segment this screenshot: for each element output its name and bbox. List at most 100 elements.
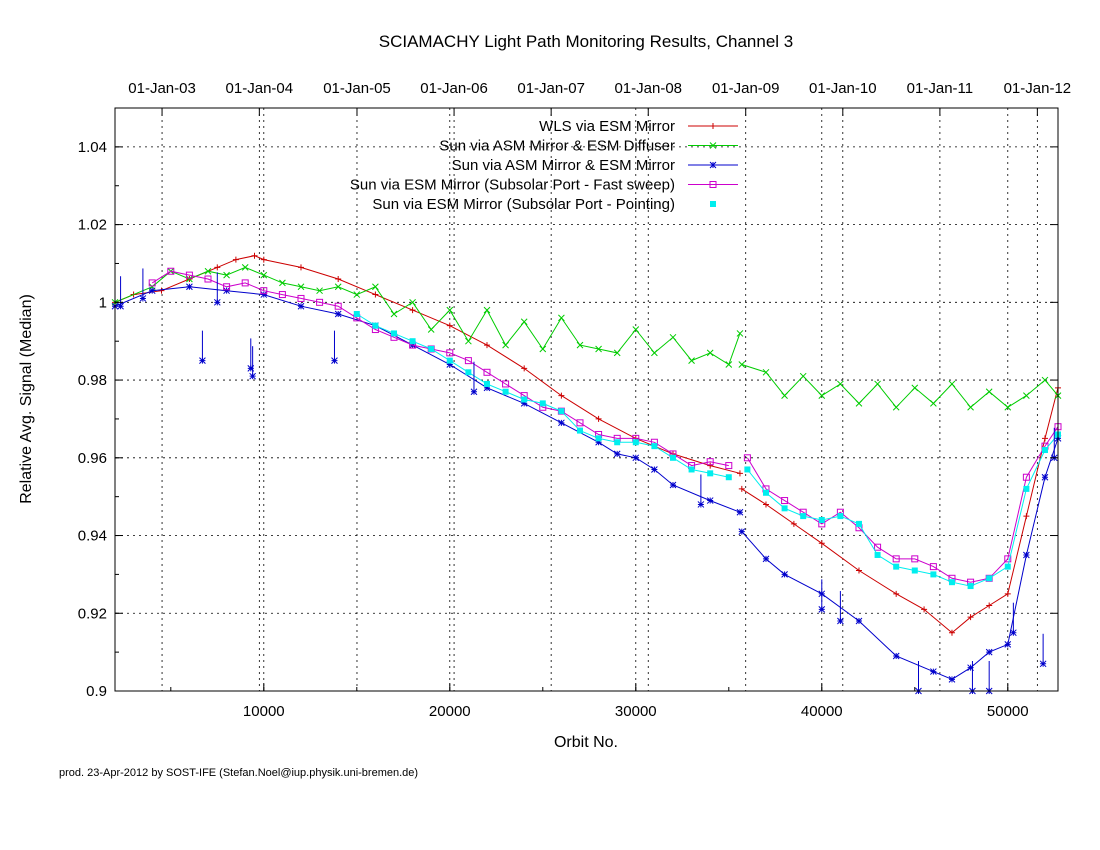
data-point: [223, 271, 230, 279]
series-line: [114, 286, 1059, 680]
data-point: [576, 341, 584, 349]
data-point: [334, 310, 342, 318]
data-point: [185, 271, 193, 279]
series-sun-via-esm-mirror-subsolar-port-pointing: [353, 310, 1061, 590]
data-point: [251, 252, 258, 259]
legend-marker: [709, 181, 717, 188]
legend-marker: [709, 161, 717, 169]
top-tick-label: 01-Jan-04: [226, 80, 294, 97]
spike-point: [139, 295, 147, 302]
data-point: [614, 439, 621, 446]
data-point: [148, 287, 156, 295]
data-point: [874, 380, 881, 388]
data-point: [892, 652, 900, 660]
data-point: [669, 333, 677, 341]
data-point: [278, 291, 286, 299]
data-point: [316, 287, 323, 295]
data-point: [521, 396, 528, 403]
top-tick-label: 01-Jan-06: [420, 80, 488, 97]
x-tick-label: 40000: [801, 703, 843, 720]
data-point: [409, 307, 416, 314]
data-point: [911, 567, 918, 574]
data-point: [985, 388, 993, 396]
legend: WLS via ESM Mirror Sun via ASM Mirror & E…: [350, 118, 738, 213]
data-point: [521, 365, 528, 372]
legend-marker: [710, 123, 716, 129]
data-point: [390, 310, 398, 318]
spike-point: [213, 298, 221, 306]
data-point: [688, 357, 695, 364]
data-point: [204, 267, 212, 275]
top-tick-label: 01-Jan-12: [1004, 80, 1072, 97]
spike-point: [818, 606, 826, 613]
data-point: [738, 361, 746, 368]
data-point: [483, 342, 490, 349]
y-tick-label: 1.04: [78, 139, 107, 156]
data-point: [632, 326, 640, 333]
data-point: [738, 528, 746, 536]
data-point: [409, 338, 416, 345]
data-point: [930, 571, 937, 578]
data-point: [1004, 555, 1012, 563]
data-point: [986, 575, 993, 582]
y-tick-label: 0.9: [86, 683, 107, 700]
data-point: [818, 516, 825, 523]
top-tick-label: 01-Jan-11: [907, 80, 973, 97]
data-point: [334, 302, 342, 310]
data-point: [818, 540, 825, 547]
data-point: [855, 617, 863, 625]
data-point: [520, 318, 528, 326]
data-point: [781, 505, 788, 512]
data-point: [967, 664, 974, 672]
data-point: [967, 583, 974, 590]
data-point: [316, 298, 324, 306]
data-point: [651, 443, 658, 450]
data-point: [1004, 641, 1012, 648]
plot-frame: [114, 107, 1059, 692]
data-point: [613, 349, 621, 357]
data-point: [967, 403, 974, 411]
data-point: [725, 361, 733, 368]
data-point: [855, 400, 863, 407]
spike-point: [1010, 629, 1017, 637]
spike-point: [1039, 660, 1047, 668]
data-point: [1023, 513, 1030, 520]
data-point: [893, 563, 900, 570]
top-tick-label: 01-Jan-05: [323, 80, 391, 97]
data-point: [985, 648, 993, 656]
y-tick-label: 0.96: [78, 450, 107, 467]
data-point: [1004, 590, 1011, 597]
data-point: [502, 341, 509, 349]
data-point: [874, 543, 882, 551]
data-point: [1022, 473, 1030, 481]
data-point: [738, 485, 745, 492]
axes: 0.9 0.92 0.94 0.96 0.98 1 1.02 1.04 10000 20000 30…: [78, 80, 1071, 720]
spike-point: [837, 617, 844, 625]
data-point: [725, 462, 733, 470]
data-point: [241, 263, 249, 271]
data-point: [390, 330, 397, 337]
top-tick-label: 01-Jan-03: [128, 80, 196, 97]
data-point: [781, 497, 789, 505]
data-point: [736, 330, 744, 337]
data-point: [800, 513, 807, 520]
data-point: [855, 520, 862, 527]
data-point: [595, 435, 602, 442]
series-sun-via-asm-mirror-esm-mirror: [111, 283, 1062, 683]
series-line: [114, 255, 1059, 634]
data-point: [558, 314, 565, 322]
data-point: [930, 400, 937, 407]
data-point: [446, 322, 453, 329]
chart-title: SCIAMACHY Light Path Monitoring Results,…: [379, 32, 794, 51]
data-point: [651, 349, 658, 357]
data-point: [911, 384, 919, 392]
data-point: [707, 470, 714, 477]
data-point: [428, 345, 435, 352]
data-point: [736, 508, 744, 516]
data-point: [558, 392, 565, 399]
x-tick-label: 30000: [615, 703, 657, 720]
data-point: [669, 481, 677, 489]
data-point: [279, 279, 286, 287]
data-point: [725, 474, 732, 481]
data-point: [186, 283, 193, 291]
